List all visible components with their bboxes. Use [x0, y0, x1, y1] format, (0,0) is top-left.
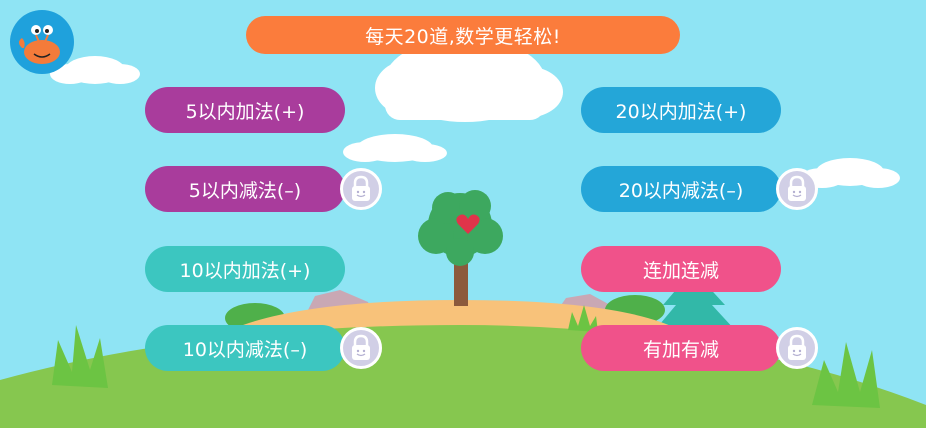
level-button-label: 20以内减法(–)	[618, 179, 744, 202]
level-button-sub-20[interactable]: 20以内减法(–)	[581, 166, 781, 212]
level-button-label: 连加连减	[642, 259, 719, 282]
pine-tree	[655, 270, 735, 330]
grass-tuft-left	[52, 325, 108, 388]
heart-icon	[456, 214, 480, 234]
title-banner: 每天20道,数学更轻松!	[246, 16, 680, 54]
level-button-label: 5以内加法(+)	[185, 100, 305, 123]
grass-tuft-mid	[568, 305, 598, 332]
level-button-add-20[interactable]: 20以内加法(+)	[581, 87, 781, 133]
cloud-left	[50, 56, 140, 84]
crab-icon	[19, 25, 60, 64]
lock-badge-mixed[interactable]	[776, 327, 818, 369]
grass-tuft-right	[812, 342, 880, 408]
cloud-middle	[343, 134, 447, 162]
lock-badge-sub-5[interactable]	[340, 168, 382, 210]
lock-badge-sub-20[interactable]	[776, 168, 818, 210]
level-button-label: 10以内加法(+)	[179, 259, 311, 282]
tree-canopy	[418, 190, 503, 266]
lock-icon	[352, 175, 370, 201]
level-button-label: 10以内减法(–)	[182, 338, 308, 361]
lock-icon	[352, 334, 370, 360]
lock-badge-sub-10[interactable]	[340, 327, 382, 369]
sand-island	[230, 300, 680, 330]
level-button-add-10[interactable]: 10以内加法(+)	[145, 246, 345, 292]
avatar[interactable]	[10, 10, 74, 74]
level-button-label: 有加有减	[642, 338, 719, 361]
banner-text: 每天20道,数学更轻松!	[365, 25, 561, 48]
level-button-label: 5以内减法(–)	[188, 179, 302, 202]
level-button-add-5[interactable]: 5以内加法(+)	[145, 87, 345, 133]
lock-icon	[788, 175, 806, 201]
lock-icon	[788, 334, 806, 360]
level-button-mixed[interactable]: 有加有减	[581, 325, 781, 371]
level-button-sub-5[interactable]: 5以内减法(–)	[145, 166, 345, 212]
cloud-top	[375, 38, 563, 122]
level-button-label: 20以内加法(+)	[615, 100, 747, 123]
level-button-chain[interactable]: 连加连减	[581, 246, 781, 292]
level-button-sub-10[interactable]: 10以内减法(–)	[145, 325, 345, 371]
